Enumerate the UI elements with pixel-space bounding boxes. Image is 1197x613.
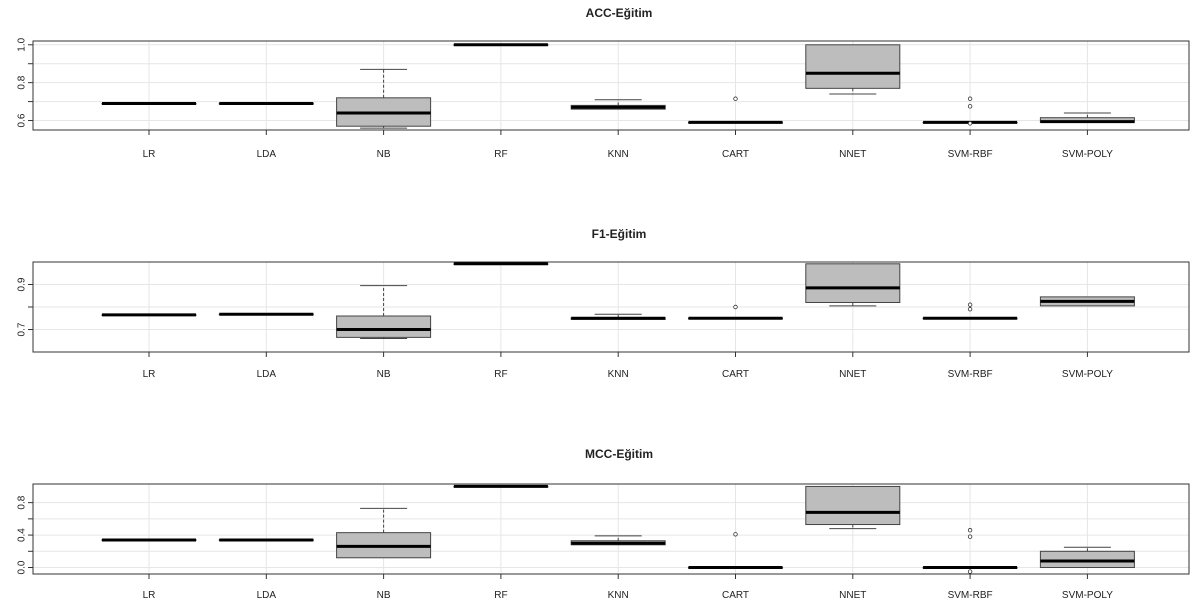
box-nnet <box>805 485 901 530</box>
category-label: LDA <box>257 369 277 380</box>
box-rf <box>453 43 549 47</box>
category-label: LR <box>143 149 156 160</box>
box-svm-rbf <box>922 302 1018 320</box>
category-label: NB <box>377 149 391 160</box>
box-lr <box>101 101 197 105</box>
category-label: LR <box>143 590 156 601</box>
box-lda <box>218 101 314 105</box>
box-svm-rbf <box>922 528 1018 574</box>
outlier-point <box>967 121 973 126</box>
box-nnet <box>805 263 901 307</box>
category-label: KNN <box>608 590 629 601</box>
box-svm-rbf <box>922 96 1018 126</box>
box-body <box>1039 550 1135 569</box>
category-label: SVM-RBF <box>948 369 993 380</box>
chart-panel-1: ACC-Eğitim 0.6 0.8 1.0 LR LDA NB RF KNN CART NNET S… <box>17 6 1190 160</box>
category-label: NNET <box>839 149 866 160</box>
box-cart <box>688 96 783 124</box>
box-rf <box>453 484 549 488</box>
category-label: SVM-POLY <box>1062 149 1113 160</box>
box-cart <box>688 532 783 570</box>
category-label: CART <box>722 590 749 601</box>
category-label: RF <box>494 590 507 601</box>
plot-frame <box>32 40 1190 131</box>
category-label: NNET <box>839 590 866 601</box>
chart-title: F1-Eğitim <box>592 227 647 241</box>
box-lda <box>218 312 314 316</box>
box-body <box>336 315 432 338</box>
outlier-point <box>733 532 738 537</box>
box-lda <box>218 538 314 542</box>
y-tick-label: 0.0 <box>17 560 28 574</box>
category-label: CART <box>722 369 749 380</box>
outlier-point <box>967 534 973 539</box>
y-tick-label: 0.4 <box>17 528 28 542</box>
box-nb <box>336 68 432 129</box>
chart-panel-3: MCC-Eğitim 0.0 0.4 0.8 LR LDA NB RF KNN CART NNET S… <box>17 447 1190 601</box>
box-body <box>805 44 901 89</box>
category-label: LDA <box>257 590 277 601</box>
box-body <box>805 263 901 303</box>
outlier-point <box>967 307 973 312</box>
box-knn <box>570 313 666 320</box>
chart-panel-2: F1-Eğitim 0.7 0.9 LR LDA NB RF KNN CART NNET SVM-R… <box>17 227 1190 380</box>
box-cart <box>688 304 783 320</box>
box-lr <box>101 538 197 542</box>
category-label: NB <box>377 369 391 380</box>
category-label: NNET <box>839 369 866 380</box>
y-tick-label: 0.9 <box>17 277 28 291</box>
outlier-point <box>733 96 738 101</box>
y-tick-label: 0.6 <box>17 113 28 127</box>
outlier-point <box>967 96 973 101</box>
box-lr <box>101 313 197 317</box>
box-nnet <box>805 44 901 95</box>
category-label: RF <box>494 369 507 380</box>
y-tick-label: 0.8 <box>17 75 28 89</box>
y-tick-label: 0.8 <box>17 495 28 509</box>
box-rf <box>453 262 549 266</box>
category-label: SVM-RBF <box>948 590 993 601</box>
outlier-point <box>733 304 738 310</box>
category-label: KNN <box>608 149 629 160</box>
outlier-point <box>967 302 973 307</box>
category-label: KNN <box>608 369 629 380</box>
box-body <box>805 485 901 526</box>
outlier-point <box>967 104 973 109</box>
category-label: LR <box>143 369 156 380</box>
chart-title: MCC-Eğitim <box>585 447 653 461</box>
category-label: LDA <box>257 149 277 160</box>
outlier-point <box>967 569 973 574</box>
category-label: SVM-RBF <box>948 149 993 160</box>
category-label: SVM-POLY <box>1062 369 1113 380</box>
box-knn <box>570 99 666 110</box>
category-label: SVM-POLY <box>1062 590 1113 601</box>
category-label: RF <box>494 149 507 160</box>
chart-title: ACC-Eğitim <box>586 6 653 20</box>
y-tick-label: 1.0 <box>17 37 28 51</box>
box-svm-poly <box>1039 546 1135 569</box>
plot-frame <box>32 483 1190 575</box>
outlier-point <box>967 528 973 533</box>
box-svm-poly <box>1039 112 1135 124</box>
category-label: CART <box>722 149 749 160</box>
box-nb <box>336 507 432 559</box>
y-tick-label: 0.7 <box>17 322 28 336</box>
box-knn <box>570 535 666 546</box>
box-svm-poly <box>1039 296 1135 307</box>
category-label: NB <box>377 590 391 601</box>
box-nb <box>336 285 432 339</box>
